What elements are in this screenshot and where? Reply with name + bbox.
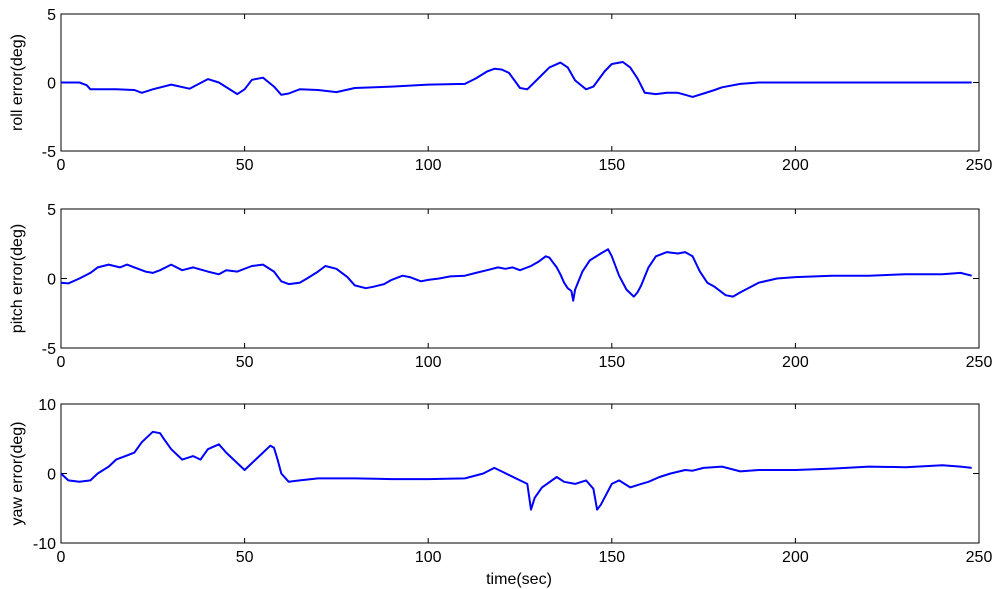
x-tick-label: 0 bbox=[57, 549, 66, 566]
x-tick-label: 200 bbox=[782, 157, 809, 174]
series-line bbox=[60, 248, 972, 302]
x-tick-label: 150 bbox=[598, 354, 625, 371]
y-axis-title: pitch error(deg) bbox=[9, 224, 26, 333]
x-tick-label: 100 bbox=[415, 549, 442, 566]
y-tick-label: -5 bbox=[42, 341, 56, 358]
y-tick-label: 5 bbox=[47, 7, 56, 24]
y-axis-title: roll error(deg) bbox=[9, 34, 26, 131]
x-tick-label: 50 bbox=[236, 354, 254, 371]
y-tick-label: -5 bbox=[42, 144, 56, 161]
x-tick-label: 150 bbox=[598, 157, 625, 174]
plot-area-frame bbox=[60, 403, 980, 544]
series-line bbox=[60, 430, 972, 511]
x-tick-label: 50 bbox=[236, 549, 254, 566]
x-tick-label: 50 bbox=[236, 157, 254, 174]
series-line bbox=[61, 61, 972, 98]
x-tick-label: 200 bbox=[782, 549, 809, 566]
y-axis-title: yaw error(deg) bbox=[9, 421, 26, 525]
x-tick-label: 100 bbox=[415, 157, 442, 174]
plot-area-frame bbox=[60, 208, 980, 349]
x-axis-title: time(sec) bbox=[486, 571, 552, 588]
y-tick-label: 0 bbox=[47, 467, 56, 484]
x-tick-label: 250 bbox=[966, 354, 993, 371]
x-tick-label: 250 bbox=[966, 157, 993, 174]
x-tick-label: 0 bbox=[57, 157, 66, 174]
x-tick-label: 200 bbox=[782, 354, 809, 371]
y-tick-label: 0 bbox=[47, 272, 56, 289]
x-tick-label: 0 bbox=[57, 354, 66, 371]
y-tick-label: 0 bbox=[47, 76, 56, 93]
x-tick-label: 150 bbox=[598, 549, 625, 566]
x-tick-label: 250 bbox=[966, 549, 993, 566]
x-tick-label: 100 bbox=[415, 354, 442, 371]
y-tick-label: 10 bbox=[38, 397, 56, 414]
y-tick-label: -10 bbox=[33, 536, 56, 553]
y-tick-label: 5 bbox=[47, 202, 56, 219]
